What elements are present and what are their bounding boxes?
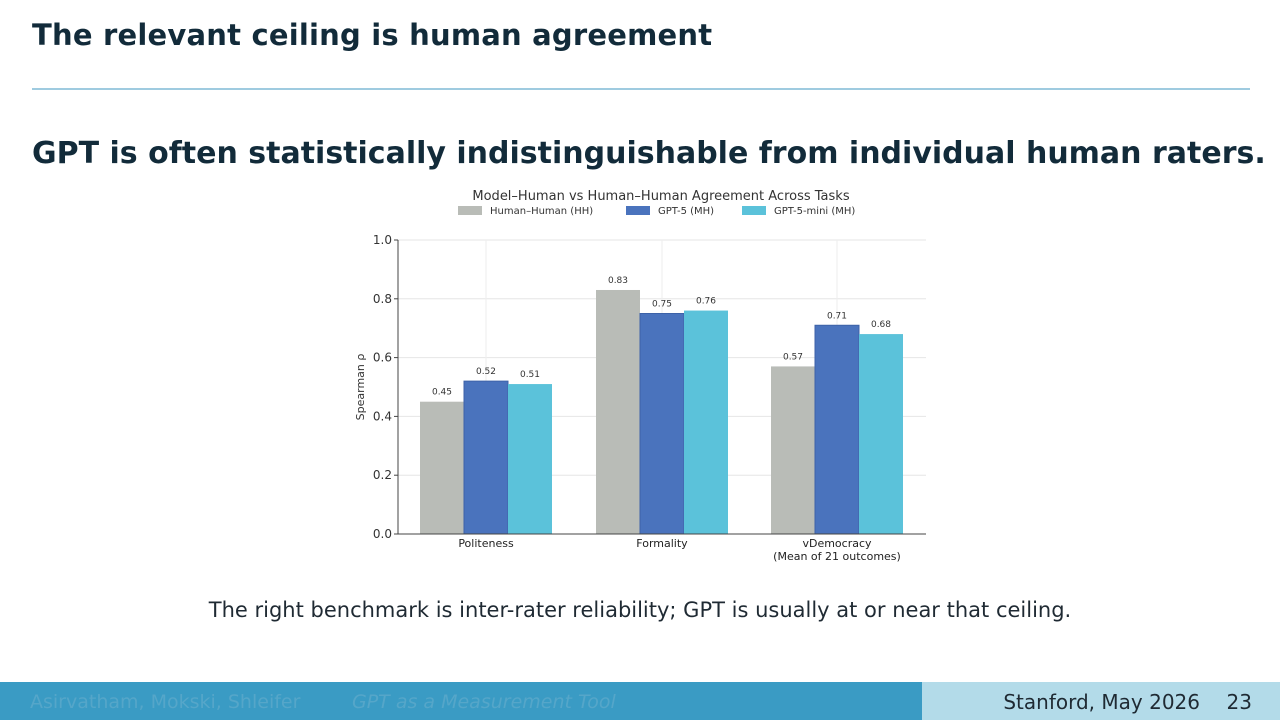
- y-tick-label: 0.6: [373, 351, 392, 365]
- y-tick-label: 0.4: [373, 409, 392, 423]
- bar: [639, 313, 685, 535]
- headline: GPT is often statistically indistinguish…: [32, 136, 1266, 171]
- chart-bars: [420, 289, 903, 535]
- bar: [684, 310, 728, 534]
- footer-left-panel: Asirvatham, Mokski, Shleifer GPT as a Me…: [0, 682, 922, 720]
- bar: [814, 324, 860, 535]
- x-tick-label: Formality: [636, 537, 688, 550]
- bar-value-label: 0.68: [871, 320, 891, 330]
- y-tick-labels: 0.0 0.2 0.4 0.6 0.8 1.0: [373, 233, 392, 541]
- bar-value-label: 0.45: [432, 388, 452, 398]
- legend-label: GPT-5-mini (MH): [774, 206, 855, 217]
- legend-swatch: [458, 206, 482, 215]
- bar: [771, 366, 815, 534]
- x-tick-sublabel: (Mean of 21 outcomes): [773, 550, 901, 563]
- bar-value-label: 0.51: [520, 370, 540, 380]
- title-divider: [32, 88, 1250, 90]
- bar-value-label: 0.71: [827, 311, 847, 321]
- bar: [508, 384, 552, 534]
- y-tick-label: 0.0: [373, 527, 392, 541]
- x-tick-labels: Politeness Formality vDemocracy(Mean of 21…: [458, 537, 901, 563]
- legend-swatch: [626, 206, 650, 215]
- chart-axes: [394, 239, 926, 535]
- footer-authors: Asirvatham, Mokski, Shleifer: [30, 691, 301, 713]
- y-tick-label: 1.0: [373, 233, 392, 247]
- x-tick-label: vDemocracy: [802, 537, 872, 550]
- y-axis-label: Spearman ρ: [354, 354, 367, 421]
- legend-label: GPT-5 (MH): [658, 206, 714, 217]
- bar-value-label: 0.57: [783, 352, 803, 362]
- footer-venue: Stanford, May 2026: [1003, 690, 1200, 714]
- bar: [420, 401, 464, 534]
- y-tick-label: 0.2: [373, 468, 392, 482]
- bar: [596, 289, 640, 534]
- bar-value-label: 0.52: [476, 367, 496, 377]
- bar-value-label: 0.83: [608, 276, 628, 286]
- bar-chart: Model–Human vs Human–Human Agreement Acr…: [354, 189, 926, 563]
- data-labels: 0.45 0.52 0.51 0.83 0.75 0.76 0.57 0.71 0.68: [432, 276, 891, 398]
- x-tick-label: Politeness: [458, 537, 514, 550]
- bar-value-label: 0.76: [696, 297, 716, 307]
- frame-title: The relevant ceiling is human agreement: [32, 18, 713, 52]
- legend-label: Human–Human (HH): [490, 206, 593, 217]
- legend-swatch: [742, 206, 766, 215]
- footer-short-title: GPT as a Measurement Tool: [352, 691, 616, 713]
- chart-legend: Human–Human (HH) GPT-5 (MH) GPT-5-mini (MH…: [458, 206, 855, 217]
- bar-value-label: 0.75: [652, 300, 672, 310]
- footer-bar: Asirvatham, Mokski, Shleifer GPT as a Me…: [0, 682, 1280, 720]
- bar: [463, 380, 509, 535]
- page-number: 23: [1226, 690, 1252, 714]
- bar: [859, 334, 903, 534]
- slide-caption: The right benchmark is inter-rater relia…: [208, 598, 1072, 622]
- footer-right-panel: Stanford, May 2026 23: [922, 682, 1280, 720]
- y-tick-label: 0.8: [373, 292, 392, 306]
- chart-title: Model–Human vs Human–Human Agreement Acr…: [472, 189, 849, 204]
